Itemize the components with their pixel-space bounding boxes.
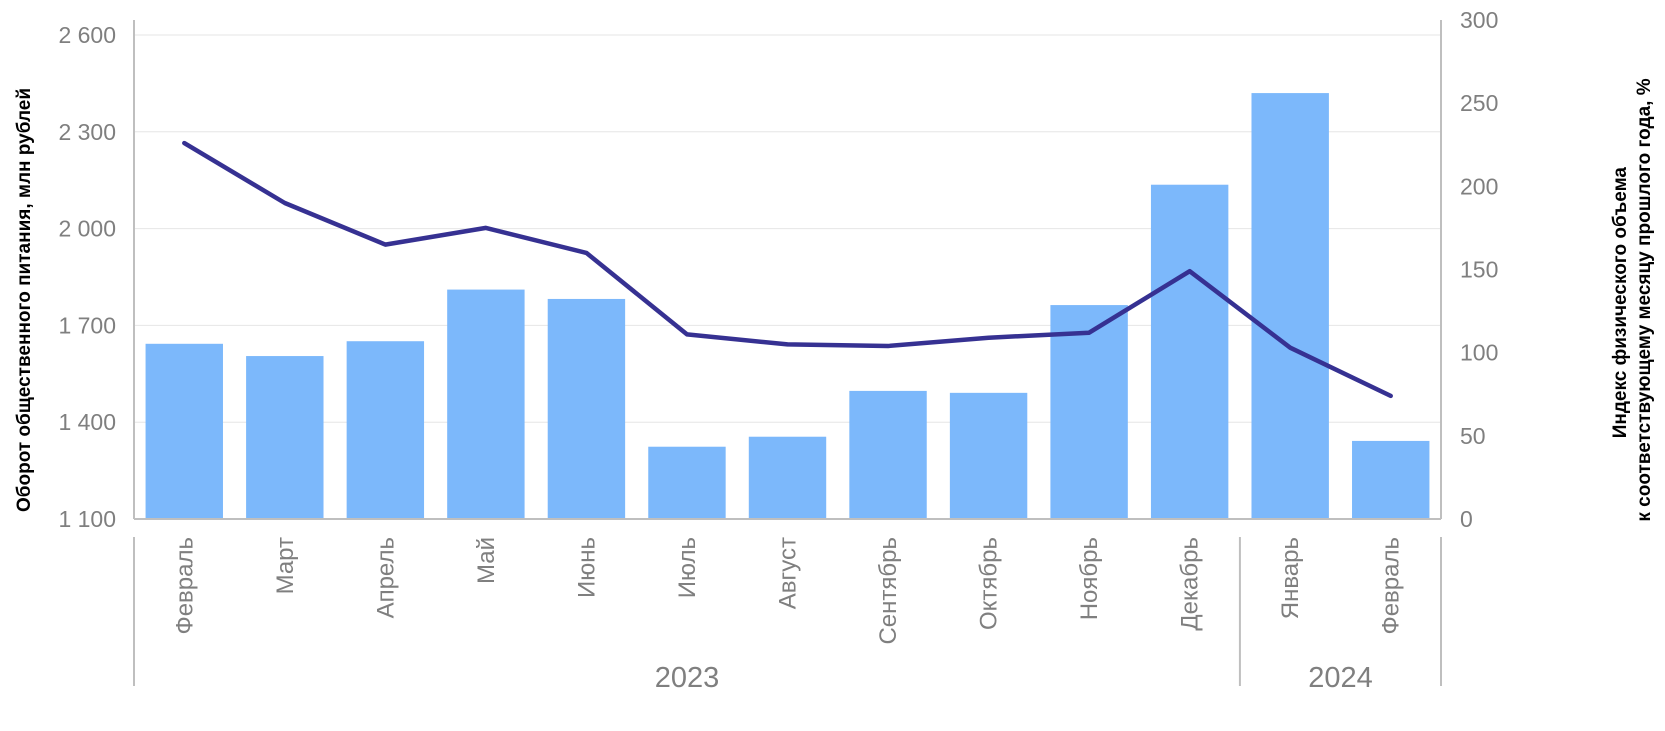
- right-axis-ticks: 0 50 100 150 200 250 300: [1460, 7, 1498, 532]
- bar: [547, 298, 626, 519]
- category-label: Июль: [674, 537, 701, 598]
- bar: [949, 392, 1028, 519]
- year-labels: 2023 2024: [655, 662, 1373, 694]
- bar: [1050, 305, 1128, 519]
- bar-series: [145, 93, 1430, 519]
- left-axis-title: Оборот общественного питания, млн рублей: [14, 88, 35, 512]
- category-label: Февраль: [171, 537, 198, 635]
- left-tick-label: 2 600: [58, 22, 116, 48]
- right-tick-label: 250: [1460, 90, 1498, 116]
- year-label: 2023: [655, 662, 720, 694]
- bar: [849, 390, 927, 519]
- right-tick-label: 0: [1460, 506, 1473, 532]
- right-tick-label: 50: [1460, 423, 1486, 449]
- bar: [346, 341, 425, 519]
- bar: [145, 343, 223, 519]
- category-label: Март: [272, 537, 299, 594]
- category-label: Февраль: [1378, 537, 1405, 635]
- category-label: Май: [473, 537, 500, 584]
- bar: [1251, 93, 1329, 519]
- category-label: Апрель: [372, 537, 399, 618]
- category-label: Август: [775, 537, 802, 609]
- left-tick-label: 2 000: [58, 216, 116, 242]
- year-label: 2024: [1308, 662, 1373, 694]
- left-tick-label: 1 400: [58, 409, 116, 435]
- left-tick-label: 2 300: [58, 119, 116, 145]
- bar: [648, 446, 726, 519]
- left-tick-label: 1 700: [58, 312, 116, 338]
- line-series: [182, 140, 1393, 399]
- right-tick-label: 150: [1460, 257, 1498, 283]
- gridlines: [134, 34, 1441, 423]
- right-axis-title-line-2: к соответствующему месяцу прошлого года,…: [1634, 78, 1655, 521]
- right-axis-title-line-1: Индекс физического объема: [1610, 167, 1631, 439]
- category-label: Декабрь: [1177, 537, 1204, 631]
- left-axis-ticks: 1 100 1 400 1 700 2 000 2 300 2 600: [58, 22, 116, 532]
- right-tick-label: 200: [1460, 173, 1498, 199]
- index-line: [182, 140, 1393, 399]
- category-label: Июнь: [573, 537, 600, 598]
- category-label: Январь: [1277, 537, 1304, 619]
- axes: [133, 20, 1442, 686]
- left-tick-label: 1 100: [58, 506, 116, 532]
- right-tick-label: 100: [1460, 340, 1498, 366]
- right-tick-label: 300: [1460, 7, 1498, 33]
- category-labels: Февраль Март Апрель Май Июнь Июль Август Сентяб…: [171, 537, 1404, 645]
- right-axis-title: Индекс физического объема к соответствую…: [1610, 78, 1655, 521]
- category-label: Октябрь: [976, 537, 1003, 630]
- bar: [1352, 440, 1430, 519]
- bar: [1150, 184, 1229, 519]
- bar: [246, 356, 324, 519]
- category-label: Сентябрь: [875, 537, 902, 645]
- bar: [447, 289, 525, 519]
- bar: [748, 436, 827, 519]
- category-label: Ноябрь: [1076, 537, 1103, 620]
